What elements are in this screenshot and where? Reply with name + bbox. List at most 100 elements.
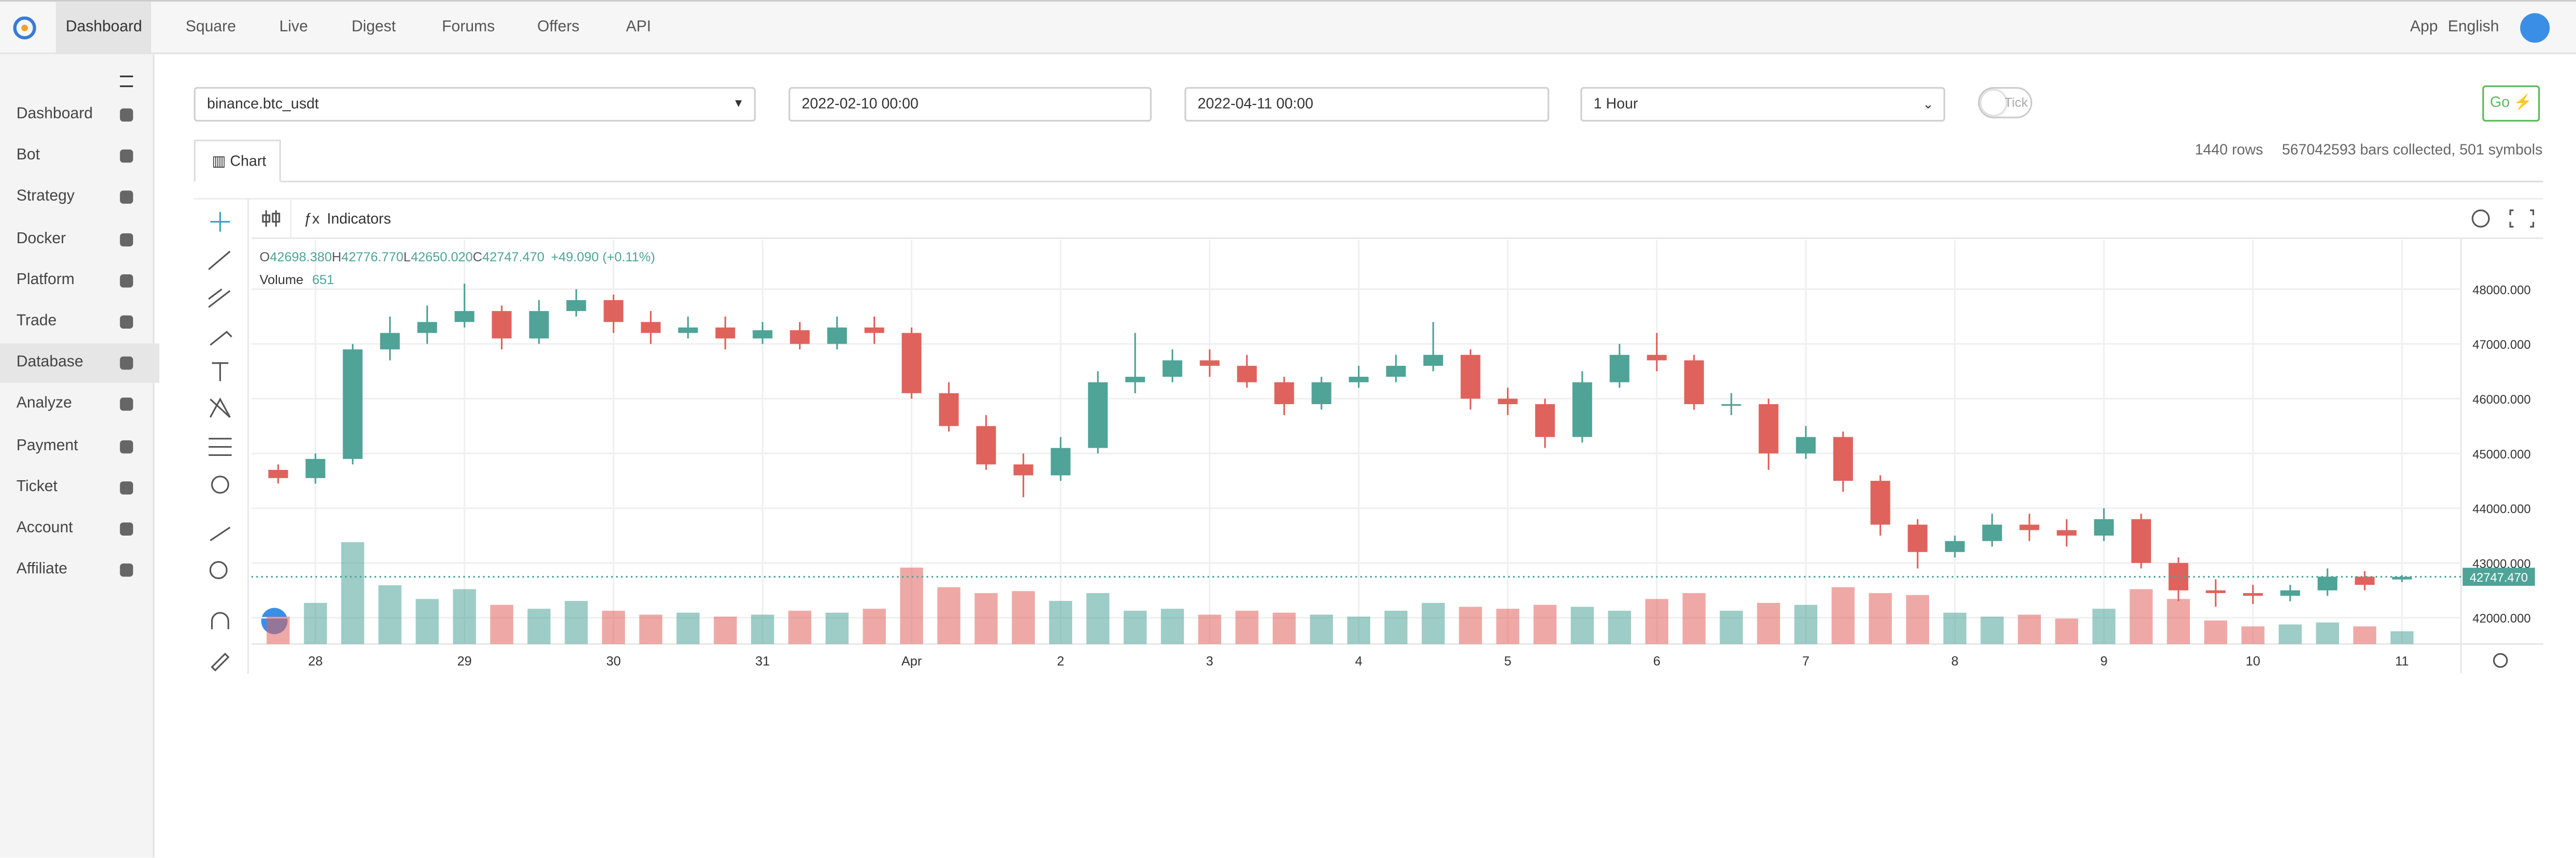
zoom-tool[interactable] bbox=[209, 561, 228, 580]
symbol-select[interactable]: binance.btc_usdt ▼ bbox=[194, 87, 756, 122]
volume-bar bbox=[2241, 626, 2264, 644]
candle-body bbox=[1349, 377, 1369, 382]
sidebar-item[interactable]: Platform bbox=[0, 261, 154, 300]
sidebar-item[interactable]: Dashboard bbox=[0, 95, 154, 135]
x-tick-label: 6 bbox=[1653, 654, 1661, 669]
magnet-tool[interactable] bbox=[211, 612, 229, 629]
candle-body bbox=[1870, 481, 1890, 525]
menu-toggle[interactable] bbox=[120, 76, 134, 87]
sidebar-item[interactable]: Ticket bbox=[0, 468, 154, 507]
sidebar-icon bbox=[120, 191, 134, 204]
go-label: Go bbox=[2490, 93, 2510, 110]
sidebar-item[interactable]: Affiliate bbox=[0, 551, 154, 590]
candle-body bbox=[2392, 576, 2412, 580]
sidebar-icon bbox=[120, 274, 134, 287]
sidebar: Dashboard Bot Strategy Docker Platform Trade D… bbox=[0, 54, 159, 858]
y-tick-label: 46000.000 bbox=[2473, 393, 2530, 407]
candle-body bbox=[2094, 519, 2114, 536]
emoji-tool[interactable] bbox=[211, 476, 229, 494]
fullscreen[interactable] bbox=[2509, 209, 2535, 228]
x-tick-label: 7 bbox=[1802, 654, 1810, 669]
sidebar-item[interactable]: Bot bbox=[0, 137, 154, 176]
brush-tool[interactable] bbox=[210, 331, 232, 346]
crosshair-tool[interactable] bbox=[210, 212, 230, 232]
candle-body bbox=[2168, 563, 2188, 590]
volume-bar bbox=[1161, 609, 1184, 644]
sidebar-label: Affiliate bbox=[16, 560, 68, 579]
chart-tab[interactable]: ▥ Chart bbox=[194, 139, 281, 183]
line-tool[interactable] bbox=[208, 250, 231, 270]
fib-tool[interactable] bbox=[208, 288, 231, 308]
text-tool[interactable] bbox=[212, 362, 229, 381]
sidebar-icon bbox=[120, 564, 134, 577]
go-button[interactable]: Go ⚡ bbox=[2482, 85, 2540, 122]
nav-item[interactable]: Forums bbox=[432, 2, 505, 54]
volume-bar bbox=[1720, 611, 1743, 644]
nav-item[interactable]: Offers bbox=[527, 2, 589, 54]
tab-border bbox=[280, 181, 2543, 183]
volume-bar bbox=[2316, 622, 2339, 644]
sidebar-item[interactable]: Strategy bbox=[0, 178, 154, 217]
pattern-tool[interactable] bbox=[209, 397, 231, 418]
x-tick-label: 5 bbox=[1504, 654, 1512, 669]
nav-app[interactable]: App bbox=[2410, 18, 2438, 36]
avatar[interactable] bbox=[2520, 13, 2550, 43]
volume-bar bbox=[2055, 618, 2078, 644]
sidebar-item[interactable]: Account bbox=[0, 509, 154, 549]
logo[interactable] bbox=[13, 16, 36, 40]
volume-bar bbox=[304, 603, 327, 644]
lock-tool[interactable] bbox=[211, 653, 230, 672]
candle-body bbox=[1833, 437, 1853, 481]
sidebar-item[interactable]: Docker bbox=[0, 219, 154, 259]
measure-tool[interactable] bbox=[209, 438, 232, 456]
sidebar-item[interactable]: Trade bbox=[0, 302, 154, 342]
volume-bar bbox=[1049, 601, 1072, 644]
sidebar-item[interactable]: Payment bbox=[0, 426, 154, 466]
candle-type[interactable] bbox=[262, 210, 280, 227]
volume-bar bbox=[1012, 591, 1035, 644]
nav-label: API bbox=[626, 18, 652, 36]
nav-language[interactable]: English bbox=[2448, 18, 2499, 36]
volume-bar bbox=[1496, 609, 1519, 644]
ruler-tool[interactable] bbox=[210, 526, 231, 541]
volume-bar bbox=[453, 589, 476, 644]
legend-l: L bbox=[404, 250, 411, 264]
volume-bar bbox=[1459, 606, 1482, 644]
nav-item[interactable]: Live bbox=[270, 2, 318, 54]
volume-bar bbox=[1310, 614, 1333, 644]
candle-body bbox=[1311, 382, 1331, 404]
x-tick-label: 28 bbox=[308, 654, 322, 669]
tick-toggle[interactable]: Tick bbox=[1978, 87, 2033, 119]
price-tag-bg bbox=[2462, 568, 2535, 586]
nav-item[interactable]: Dashboard bbox=[55, 2, 152, 54]
nav-item[interactable]: Square bbox=[176, 2, 246, 54]
start-date[interactable]: 2022-02-10 00:00 bbox=[788, 87, 1152, 122]
candle-body bbox=[1721, 404, 1741, 406]
volume-bar bbox=[751, 614, 774, 644]
rows-count: 1440 rows bbox=[2195, 141, 2263, 158]
period-select[interactable]: 1 Hour ⌄ bbox=[1580, 87, 1945, 122]
candle-body bbox=[790, 330, 810, 344]
indicators-button[interactable]: Indicators bbox=[327, 211, 391, 227]
volume-bar bbox=[1757, 603, 1780, 644]
volume-bar bbox=[1384, 611, 1408, 644]
nav-item[interactable]: API bbox=[616, 2, 661, 54]
sidebar-item[interactable]: Database bbox=[0, 344, 159, 383]
volume-bar bbox=[565, 601, 588, 644]
candle-body bbox=[1162, 360, 1182, 377]
sidebar-icon bbox=[120, 522, 134, 536]
volume-bar bbox=[1645, 599, 1668, 644]
sidebar-label: Platform bbox=[16, 271, 75, 289]
volume-bar bbox=[639, 614, 662, 644]
sidebar-label: Payment bbox=[16, 436, 78, 455]
axis-settings[interactable] bbox=[2493, 653, 2508, 668]
nav-item[interactable]: Digest bbox=[342, 2, 406, 54]
y-tick-label: 42000.000 bbox=[2473, 612, 2530, 626]
end-date[interactable]: 2022-04-11 00:00 bbox=[1184, 87, 1549, 122]
settings[interactable] bbox=[2471, 209, 2490, 228]
sidebar-item[interactable]: Analyze bbox=[0, 385, 154, 424]
sidebar-icon bbox=[120, 439, 134, 453]
candle-body bbox=[2131, 519, 2151, 563]
sidebar-label: Strategy bbox=[16, 188, 75, 206]
period-text: 1 Hour bbox=[1593, 95, 1638, 112]
